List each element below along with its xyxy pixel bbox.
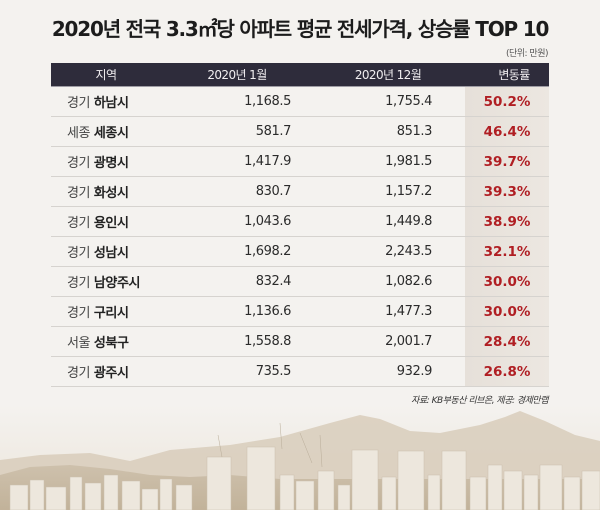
region-cell: 세종 세종시 — [51, 122, 161, 141]
change-rate-cell: 39.7% — [465, 147, 549, 176]
header-jan: 2020년 1월 — [207, 68, 267, 82]
jan-price-cell: 581.7 — [255, 124, 292, 139]
dec-price-cell: 2,001.7 — [385, 334, 432, 349]
province-label: 경기 — [67, 96, 91, 111]
jan-price-cell: 1,698.2 — [244, 244, 291, 259]
jan-price-cell: 735.5 — [255, 364, 292, 379]
city-label: 성북구 — [93, 336, 129, 351]
dec-price-cell: 1,082.6 — [385, 274, 432, 289]
jan-price-cell: 1,043.6 — [244, 214, 291, 229]
ranking-table: 지역 2020년 1월 2020년 12월 변동률 경기 하남시 1,168.5 1… — [51, 63, 549, 387]
dec-price-cell: 1,477.3 — [385, 304, 432, 319]
dec-price-cell: 1,157.2 — [385, 184, 432, 199]
jan-price-cell: 1,558.8 — [244, 334, 291, 349]
province-label: 경기 — [67, 366, 91, 381]
region-cell: 경기 화성시 — [51, 182, 161, 201]
dec-price-cell: 932.9 — [396, 364, 433, 379]
city-label: 성남시 — [93, 246, 129, 261]
region-cell: 경기 하남시 — [51, 92, 161, 111]
change-rate-cell: 26.8% — [465, 357, 549, 386]
jan-price-cell: 832.4 — [255, 274, 292, 289]
dec-price-cell: 1,981.5 — [385, 154, 432, 169]
header-change: 변동률 — [498, 68, 530, 82]
change-rate-cell: 30.0% — [465, 297, 549, 326]
change-rate-cell: 28.4% — [465, 327, 549, 356]
city-label: 구리시 — [93, 306, 129, 321]
city-label: 남양주시 — [93, 276, 141, 291]
table-row: 경기 용인시 1,043.6 1,449.8 38.9% — [51, 207, 549, 237]
region-cell: 경기 용인시 — [51, 212, 161, 231]
change-rate-cell: 32.1% — [465, 237, 549, 266]
jan-price-cell: 830.7 — [255, 184, 292, 199]
province-label: 세종 — [67, 126, 91, 141]
table-row: 경기 구리시 1,136.6 1,477.3 30.0% — [51, 297, 549, 327]
region-cell: 경기 광명시 — [51, 152, 161, 171]
city-label: 광명시 — [93, 156, 129, 171]
province-label: 서울 — [67, 336, 91, 351]
region-cell: 서울 성북구 — [51, 332, 161, 351]
unit-label: (단위: 만원) — [505, 49, 549, 59]
table-row: 서울 성북구 1,558.8 2,001.7 28.4% — [51, 327, 549, 357]
table-header: 지역 2020년 1월 2020년 12월 변동률 — [51, 63, 549, 87]
dec-price-cell: 2,243.5 — [385, 244, 432, 259]
header-region: 지역 — [95, 68, 117, 82]
jan-price-cell: 1,136.6 — [244, 304, 291, 319]
change-rate-cell: 30.0% — [465, 267, 549, 296]
region-cell: 경기 남양주시 — [51, 272, 161, 291]
change-rate-cell: 50.2% — [465, 87, 549, 116]
province-label: 경기 — [67, 186, 91, 201]
table-row: 경기 화성시 830.7 1,157.2 39.3% — [51, 177, 549, 207]
table-row: 세종 세종시 581.7 851.3 46.4% — [51, 117, 549, 147]
source-note: 자료: KB부동산 리브온, 제공: 경제만랩 — [411, 396, 548, 406]
city-label: 광주시 — [93, 366, 129, 381]
province-label: 경기 — [67, 156, 91, 171]
province-label: 경기 — [67, 276, 91, 291]
dec-price-cell: 1,449.8 — [385, 214, 432, 229]
table-row: 경기 성남시 1,698.2 2,243.5 32.1% — [51, 237, 549, 267]
change-rate-cell: 46.4% — [465, 117, 549, 146]
header-dec: 2020년 12월 — [354, 68, 422, 82]
city-label: 세종시 — [93, 126, 129, 141]
province-label: 경기 — [67, 216, 91, 231]
city-label: 하남시 — [93, 96, 129, 111]
province-label: 경기 — [67, 246, 91, 261]
region-cell: 경기 성남시 — [51, 242, 161, 261]
dec-price-cell: 851.3 — [396, 124, 433, 139]
table-row: 경기 하남시 1,168.5 1,755.4 50.2% — [51, 87, 549, 117]
city-label: 화성시 — [93, 186, 129, 201]
region-cell: 경기 광주시 — [51, 362, 161, 381]
change-rate-cell: 39.3% — [465, 177, 549, 206]
jan-price-cell: 1,417.9 — [244, 154, 291, 169]
table-body: 경기 하남시 1,168.5 1,755.4 50.2% 세종 세종시 581.7 851.… — [51, 87, 549, 387]
region-cell: 경기 구리시 — [51, 302, 161, 321]
chart-title: 2020년 전국 3.3㎡당 아파트 평균 전세가격, 상승률 TOP 10 — [51, 17, 550, 41]
dec-price-cell: 1,755.4 — [385, 94, 432, 109]
table-row: 경기 남양주시 832.4 1,082.6 30.0% — [51, 267, 549, 297]
table-row: 경기 광명시 1,417.9 1,981.5 39.7% — [51, 147, 549, 177]
table-row: 경기 광주시 735.5 932.9 26.8% — [51, 357, 549, 387]
city-skyline-illustration — [0, 405, 600, 510]
jan-price-cell: 1,168.5 — [244, 94, 291, 109]
city-label: 용인시 — [93, 216, 129, 231]
change-rate-cell: 38.9% — [465, 207, 549, 236]
province-label: 경기 — [67, 306, 91, 321]
